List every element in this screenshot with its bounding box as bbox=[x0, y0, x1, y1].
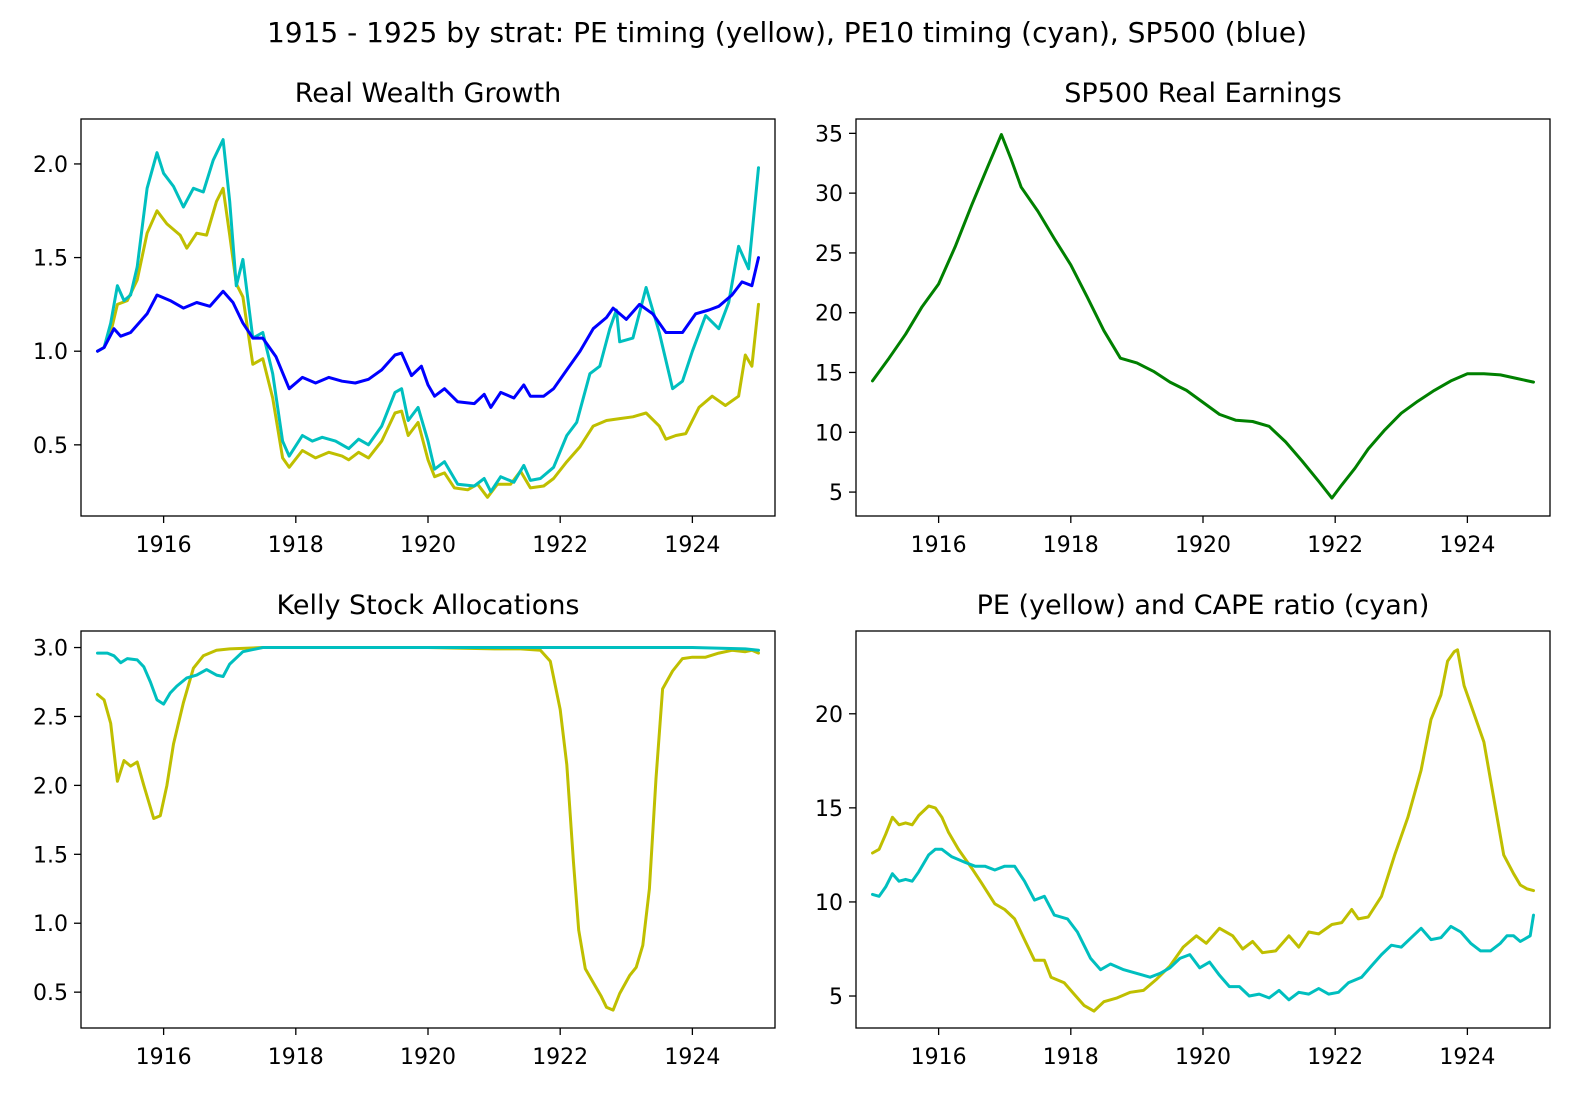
y-tick-label: 1.5 bbox=[33, 843, 68, 868]
x-tick-label: 1922 bbox=[532, 533, 588, 558]
x-tick-label: 1922 bbox=[1307, 1045, 1363, 1070]
x-tick-label: 1918 bbox=[268, 533, 324, 558]
series-line-blue bbox=[96, 256, 760, 409]
y-tick-label: 3.0 bbox=[33, 637, 68, 662]
panel-wealth: Real Wealth Growth 1916 1918 1920 1922 1924 0.… bbox=[33, 78, 776, 558]
plot-frame bbox=[855, 630, 1551, 1029]
panel-title: Real Wealth Growth bbox=[295, 78, 562, 109]
y-tick-label: 10 bbox=[815, 891, 843, 916]
x-tick-label: 1922 bbox=[1307, 533, 1363, 558]
x-tick-label: 1916 bbox=[136, 533, 192, 558]
panel-title: Kelly Stock Allocations bbox=[276, 590, 579, 621]
y-tick-label: 20 bbox=[815, 302, 843, 327]
plot-frame bbox=[855, 118, 1551, 517]
y-tick-label: 25 bbox=[815, 242, 843, 267]
x-tick-label: 1922 bbox=[532, 1045, 588, 1070]
x-tick-label: 1918 bbox=[1043, 1045, 1099, 1070]
x-tick-label: 1924 bbox=[1439, 533, 1495, 558]
x-tick-label: 1920 bbox=[1175, 1045, 1231, 1070]
x-tick-label: 1920 bbox=[400, 1045, 456, 1070]
panel-title: PE (yellow) and CAPE ratio (cyan) bbox=[977, 590, 1430, 621]
y-tick-label: 15 bbox=[815, 797, 843, 822]
y-tick-label: 5 bbox=[829, 481, 843, 506]
x-tick-label: 1918 bbox=[1043, 533, 1099, 558]
panel-title: SP500 Real Earnings bbox=[1064, 78, 1342, 109]
y-tick-label: 20 bbox=[815, 703, 843, 728]
x-tick-label: 1924 bbox=[664, 1045, 720, 1070]
y-tick-label: 2.5 bbox=[33, 705, 68, 730]
x-tick-label: 1920 bbox=[1175, 533, 1231, 558]
panel-kelly: Kelly Stock Allocations 1916 1918 1920 1922 1… bbox=[33, 590, 776, 1070]
y-tick-label: 5 bbox=[829, 985, 843, 1010]
x-tick-label: 1916 bbox=[911, 533, 967, 558]
y-tick-label: 15 bbox=[815, 362, 843, 387]
y-tick-label: 0.5 bbox=[33, 434, 68, 459]
subplot-grid: Real Wealth Growth 1916 1918 1920 1922 1924 0.… bbox=[33, 78, 1551, 1070]
y-tick-label: 10 bbox=[815, 421, 843, 446]
x-tick-label: 1916 bbox=[136, 1045, 192, 1070]
figure-title: 1915 - 1925 by strat: PE timing (yellow)… bbox=[267, 16, 1307, 49]
y-tick-label: 35 bbox=[815, 122, 843, 147]
series-line-yellow bbox=[96, 646, 760, 1012]
y-tick-label: 1.5 bbox=[33, 247, 68, 272]
x-tick-label: 1924 bbox=[664, 533, 720, 558]
series-line-yellow bbox=[96, 186, 760, 499]
plot-frame bbox=[80, 630, 776, 1029]
x-tick-label: 1920 bbox=[400, 533, 456, 558]
y-tick-label: 1.0 bbox=[33, 340, 68, 365]
series-line-cyan bbox=[96, 646, 760, 706]
y-tick-label: 1.0 bbox=[33, 912, 68, 937]
panel-earnings: SP500 Real Earnings 1916 1918 1920 1922 1924 5… bbox=[815, 78, 1551, 558]
series-line-cyan bbox=[871, 847, 1535, 1002]
panel-pe: PE (yellow) and CAPE ratio (cyan) 1916 191… bbox=[815, 590, 1551, 1070]
series-line-cyan bbox=[96, 138, 760, 494]
y-tick-label: 30 bbox=[815, 182, 843, 207]
x-tick-label: 1918 bbox=[268, 1045, 324, 1070]
y-tick-label: 2.0 bbox=[33, 774, 68, 799]
y-tick-label: 0.5 bbox=[33, 981, 68, 1006]
x-tick-label: 1916 bbox=[911, 1045, 967, 1070]
series-line-green bbox=[871, 133, 1535, 500]
series-line-yellow bbox=[871, 648, 1535, 1013]
y-tick-label: 2.0 bbox=[33, 153, 68, 178]
x-tick-label: 1924 bbox=[1439, 1045, 1495, 1070]
